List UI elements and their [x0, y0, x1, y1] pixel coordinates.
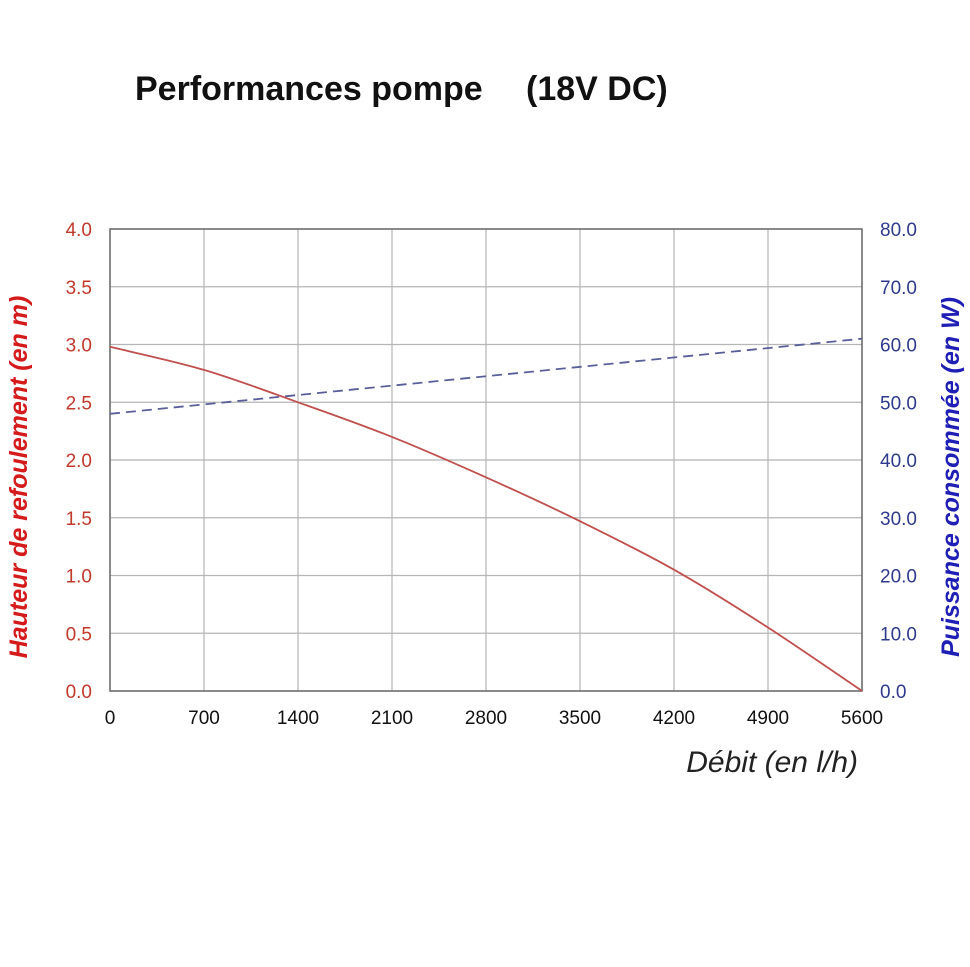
x-tick-label: 3500 [559, 708, 601, 729]
left-tick-label: 3.0 [66, 336, 92, 357]
power-consumption-line [109, 337, 863, 415]
x-tick-label: 4900 [747, 708, 789, 729]
left-tick-label: 0.5 [66, 624, 92, 645]
left-axis-label: Hauteur de refoulement (en m) [5, 296, 33, 659]
x-axis-label: Débit (en l/h) [686, 746, 858, 779]
left-axis-ticks: 0.0 0.5 1.0 1.5 2.0 2.5 3.0 3.5 4.0 [66, 220, 92, 703]
grid-lines [110, 229, 862, 691]
x-tick-label: 2800 [465, 708, 507, 729]
right-tick-label: 60.0 [880, 336, 917, 357]
x-tick-label: 700 [188, 708, 220, 729]
x-axis-ticks: 0 700 1400 2100 2800 3500 4200 4900 5600 [105, 708, 883, 729]
right-tick-label: 20.0 [880, 567, 917, 588]
left-tick-label: 0.0 [66, 682, 92, 703]
right-tick-label: 10.0 [880, 624, 917, 645]
right-tick-label: 70.0 [880, 278, 917, 299]
chart-title: Performances pompe [135, 70, 483, 108]
right-tick-label: 40.0 [880, 451, 917, 472]
right-tick-label: 0.0 [880, 682, 906, 703]
chart-subtitle: (18V DC) [526, 70, 668, 108]
x-tick-label: 1400 [277, 708, 319, 729]
right-axis-label: Puissance consommée (en W) [937, 297, 965, 657]
series-layer [109, 337, 863, 692]
right-tick-label: 80.0 [880, 220, 917, 241]
left-tick-label: 2.0 [66, 451, 92, 472]
left-tick-label: 3.5 [66, 278, 92, 299]
x-tick-label: 5600 [841, 708, 883, 729]
right-axis-ticks: 0.0 10.0 20.0 30.0 40.0 50.0 60.0 70.0 80.0 [880, 220, 917, 703]
left-tick-label: 1.5 [66, 509, 92, 530]
plot-frame [109, 228, 863, 692]
left-tick-label: 2.5 [66, 393, 92, 414]
left-tick-label: 4.0 [66, 220, 92, 241]
x-tick-label: 2100 [371, 708, 413, 729]
x-tick-label: 0 [105, 708, 116, 729]
right-tick-label: 50.0 [880, 393, 917, 414]
right-tick-label: 30.0 [880, 509, 917, 530]
x-tick-label: 4200 [653, 708, 695, 729]
left-tick-label: 1.0 [66, 567, 92, 588]
head-height-line [109, 345, 863, 692]
